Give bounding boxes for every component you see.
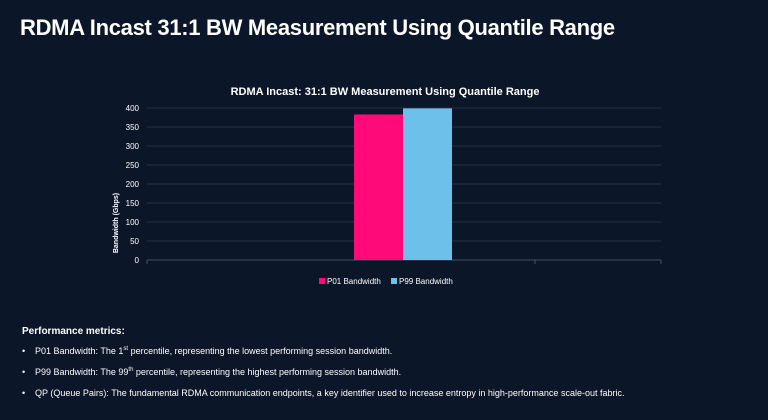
metric-p99: • P99 Bandwidth: The 99th percentile, rep… (22, 367, 742, 378)
legend: P01 Bandwidth P99 Bandwidth (319, 277, 453, 286)
y-tick-label: 150 (126, 199, 140, 208)
y-tick-labels: 0 50 100 150 200 250 300 350 400 (126, 104, 140, 265)
y-tick-label: 200 (126, 180, 140, 189)
y-tick-label: 100 (126, 218, 140, 227)
bullet-icon: • (22, 367, 26, 377)
bullet-icon: • (22, 346, 26, 356)
bullet-icon: • (22, 388, 26, 398)
legend-swatch (319, 278, 325, 284)
metric-qp: • QP (Queue Pairs): The fundamental RDMA … (22, 388, 742, 399)
metric-text-rest: percentile, representing the highest per… (133, 367, 402, 377)
chart-svg: RDMA Incast: 31:1 BW Measurement Using Q… (113, 86, 662, 286)
y-axis-label: Bandwidth (Gbps) (113, 193, 120, 253)
bars (354, 108, 452, 261)
legend-label: P01 Bandwidth (327, 277, 381, 286)
y-tick-label: 350 (126, 123, 140, 132)
bar-p99-bandwidth (403, 108, 452, 260)
page-title: RDMA Incast 31:1 BW Measurement Using Qu… (20, 15, 615, 40)
y-tick-label: 0 (135, 256, 140, 265)
metric-superscript: th (128, 367, 134, 373)
metric-text-rest: percentile, representing the lowest perf… (128, 346, 393, 356)
legend-label: P99 Bandwidth (399, 277, 453, 286)
y-tick-label: 250 (126, 161, 140, 170)
metrics-heading: Performance metrics: (22, 326, 125, 337)
metric-superscript: st (123, 346, 129, 352)
metric-text: P99 Bandwidth: The 99 (35, 367, 129, 377)
bar-p01-bandwidth (354, 114, 403, 261)
legend-swatch (391, 278, 397, 284)
metric-text: QP (Queue Pairs): The fundamental RDMA c… (35, 388, 625, 398)
y-tick-label: 300 (126, 142, 140, 151)
metric-p01: • P01 Bandwidth: The 1st percentile, repr… (22, 346, 742, 357)
bandwidth-chart: RDMA Incast: 31:1 BW Measurement Using Q… (100, 80, 680, 295)
metric-text: P01 Bandwidth: The 1 (35, 346, 124, 356)
y-tick-label: 50 (130, 237, 139, 246)
chart-title: RDMA Incast: 31:1 BW Measurement Using Q… (231, 86, 540, 98)
performance-metrics: Performance metrics: • P01 Bandwidth: The… (22, 326, 742, 409)
metrics-list: • P01 Bandwidth: The 1st percentile, repr… (22, 346, 742, 399)
y-tick-label: 400 (126, 104, 140, 113)
